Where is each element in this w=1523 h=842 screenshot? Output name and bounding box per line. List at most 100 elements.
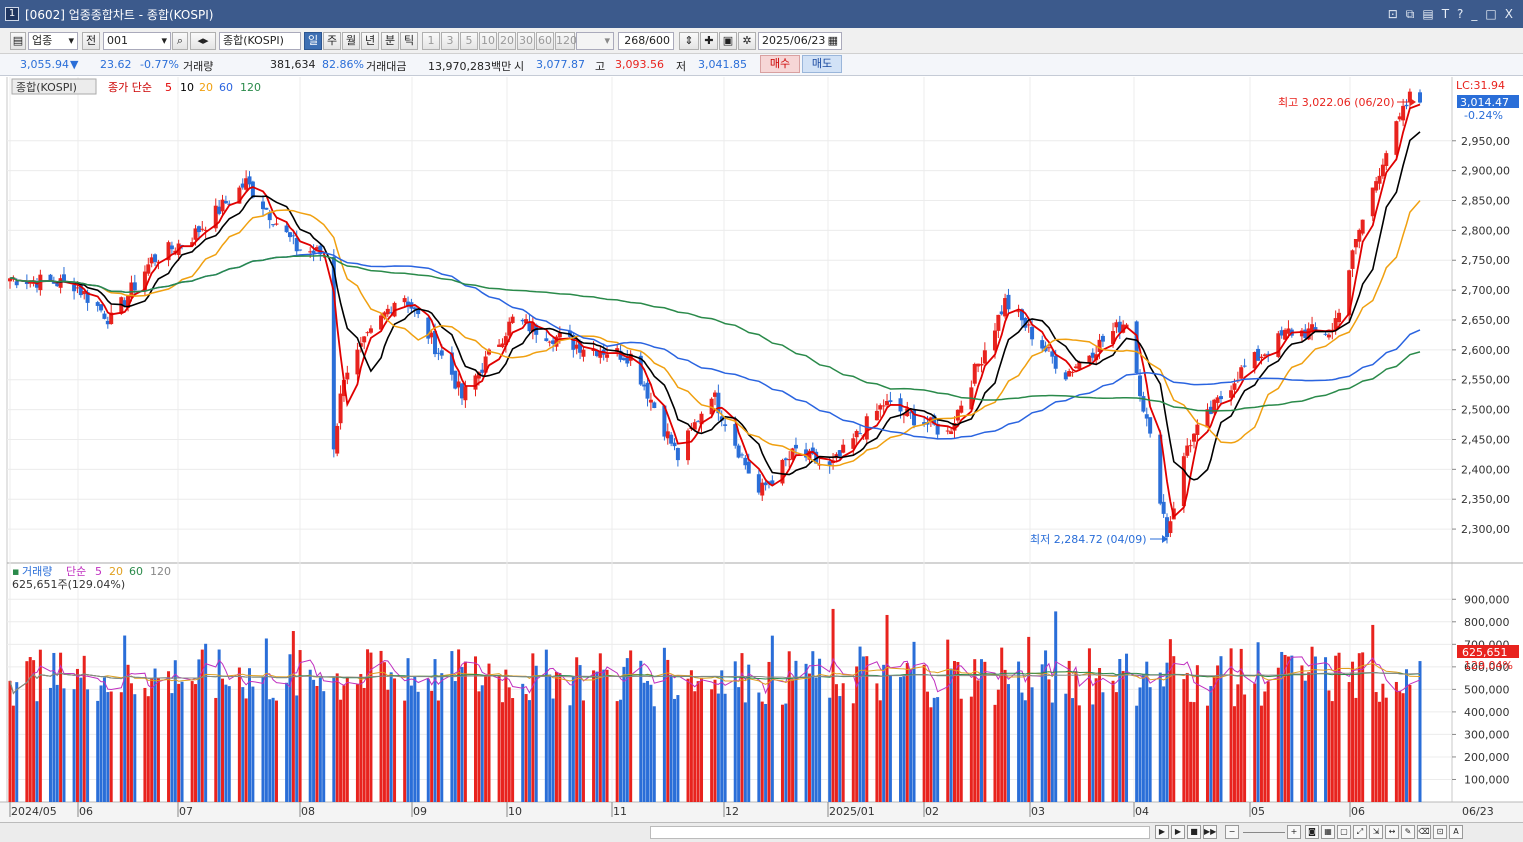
scroll-track[interactable] bbox=[650, 826, 1150, 839]
candle-body bbox=[790, 448, 795, 460]
grid-icon[interactable]: ▦ bbox=[1321, 825, 1335, 839]
maximize-icon[interactable]: □ bbox=[1485, 6, 1497, 21]
candle-body bbox=[75, 287, 80, 289]
all-button[interactable]: 전 bbox=[82, 32, 100, 50]
interval-120[interactable]: 120 bbox=[555, 32, 577, 50]
volume-bar bbox=[1418, 661, 1422, 802]
volume-bar bbox=[146, 696, 150, 802]
erase-icon[interactable]: ⌫ bbox=[1417, 825, 1431, 839]
low-value: 3,041.85 bbox=[698, 58, 747, 71]
open-value: 3,077.87 bbox=[536, 58, 585, 71]
date-input[interactable]: 2025/06/23 ▦ bbox=[758, 32, 842, 50]
link-icon[interactable]: ⊡ bbox=[1387, 6, 1398, 21]
volume-bar bbox=[831, 608, 835, 802]
save-icon[interactable]: ▣ bbox=[719, 32, 737, 50]
volume-bar bbox=[487, 663, 491, 802]
period-minute[interactable]: 분 bbox=[381, 32, 399, 50]
count-input[interactable]: 268/600 bbox=[618, 32, 674, 50]
interval-10[interactable]: 10 bbox=[479, 32, 497, 50]
font-icon[interactable]: T bbox=[1441, 6, 1450, 21]
candle-body bbox=[1040, 340, 1045, 349]
volume-bar bbox=[82, 655, 86, 802]
buy-button[interactable]: 매수 bbox=[760, 55, 800, 73]
interval-20[interactable]: 20 bbox=[498, 32, 516, 50]
zoom-slider[interactable] bbox=[1243, 832, 1285, 833]
crosshair-icon[interactable]: ✚ bbox=[700, 32, 718, 50]
interval-5[interactable]: 5 bbox=[460, 32, 478, 50]
period-tick[interactable]: 틱 bbox=[400, 32, 418, 50]
volume-bar bbox=[1044, 650, 1048, 802]
calendar-icon[interactable]: ▦ bbox=[827, 34, 838, 47]
interval-input[interactable]: ▾ bbox=[576, 32, 614, 50]
bottom-scroll-bar[interactable]: ▶ ▶ ■ ▶▶ − + ◙ ▦ ▢ ⤢ ⇲ ↔ ✎ ⌫ ⊡ A bbox=[0, 822, 1523, 842]
text-icon[interactable]: A bbox=[1449, 825, 1463, 839]
period-week[interactable]: 주 bbox=[323, 32, 341, 50]
expand-icon[interactable]: ⤢ bbox=[1353, 825, 1367, 839]
layout-icon[interactable]: ▤ bbox=[1422, 6, 1434, 21]
zoom-in-icon[interactable]: + bbox=[1287, 825, 1301, 839]
volume-bar bbox=[865, 656, 869, 802]
sell-button[interactable]: 매도 bbox=[802, 55, 842, 73]
gear-icon[interactable]: ✲ bbox=[738, 32, 756, 50]
candle-body bbox=[574, 344, 579, 349]
volume-bar bbox=[318, 677, 322, 802]
volume-legend-name: 거래량 bbox=[22, 565, 52, 578]
volume-legend-ma: 단순 bbox=[66, 565, 86, 578]
price-volume-chart[interactable]: 2,950,00 2,900,00 2,850,00 2,800,00 2,750,00… bbox=[0, 77, 1523, 822]
candle-body bbox=[544, 338, 549, 342]
scale-icon[interactable]: ⇲ bbox=[1369, 825, 1383, 839]
candle-body bbox=[1310, 324, 1315, 333]
volume-bar bbox=[787, 651, 791, 802]
search-icon[interactable]: ⌕ bbox=[172, 32, 188, 50]
play-icon[interactable]: ▶ bbox=[1171, 825, 1185, 839]
candle-body bbox=[1266, 353, 1271, 355]
zoom-icon[interactable]: ⇕ bbox=[679, 32, 699, 50]
volume-bar bbox=[595, 671, 599, 802]
candle-body bbox=[335, 425, 340, 454]
draw-icon[interactable]: ✎ bbox=[1401, 825, 1415, 839]
volume-bar bbox=[1020, 692, 1024, 802]
interval-3[interactable]: 3 bbox=[441, 32, 459, 50]
period-year[interactable]: 년 bbox=[361, 32, 379, 50]
volume-bar bbox=[1003, 669, 1007, 802]
candle-body bbox=[908, 412, 913, 414]
pan-icon[interactable]: ↔ bbox=[1385, 825, 1399, 839]
stop-icon[interactable]: ■ bbox=[1187, 825, 1201, 839]
volume-bar bbox=[355, 684, 359, 802]
period-day[interactable]: 일 bbox=[304, 32, 322, 50]
close-icon[interactable]: X bbox=[1504, 6, 1513, 21]
candle-body bbox=[955, 409, 960, 421]
candle-body bbox=[675, 447, 680, 461]
minimize-icon[interactable]: _ bbox=[1471, 6, 1478, 21]
candle-body bbox=[436, 352, 441, 354]
candle-body bbox=[453, 370, 458, 389]
volume-bar bbox=[1266, 681, 1270, 802]
candle-body bbox=[166, 242, 171, 261]
candle-body bbox=[85, 292, 90, 303]
camera-icon[interactable]: ◙ bbox=[1305, 825, 1319, 839]
candle-body bbox=[1407, 91, 1412, 103]
volume-bar bbox=[534, 665, 538, 802]
price-tick-label: 2,650,00 bbox=[1461, 314, 1510, 327]
x-tick-label: 02 bbox=[925, 805, 939, 818]
history-icon[interactable]: ◂▸ bbox=[190, 32, 216, 50]
window-icon[interactable]: ▢ bbox=[1337, 825, 1351, 839]
interval-60[interactable]: 60 bbox=[536, 32, 554, 50]
code-input[interactable]: 001 ▾ bbox=[103, 32, 171, 50]
title-bar: 1 [0602] 업종종합차트 - 종합(KOSPI) ⊡ ⧉ ▤ T ? _ … bbox=[0, 0, 1523, 28]
price-series-tag[interactable] bbox=[11, 78, 97, 95]
copy-icon[interactable]: ⧉ bbox=[1405, 6, 1415, 21]
interval-30[interactable]: 30 bbox=[517, 32, 535, 50]
vma-legend-120: 120 bbox=[150, 565, 171, 578]
fast-forward-icon[interactable]: ▶▶ bbox=[1203, 825, 1217, 839]
layout-icon[interactable]: ▤ bbox=[10, 32, 26, 50]
interval-1[interactable]: 1 bbox=[422, 32, 440, 50]
help-icon[interactable]: ? bbox=[1457, 6, 1464, 21]
fit-icon[interactable]: ⊡ bbox=[1433, 825, 1447, 839]
type-select[interactable]: 업종 ▾ bbox=[28, 32, 78, 50]
volume-bar bbox=[902, 676, 906, 802]
volume-bar bbox=[450, 651, 454, 802]
zoom-out-icon[interactable]: − bbox=[1225, 825, 1239, 839]
period-month[interactable]: 월 bbox=[342, 32, 360, 50]
scroll-right-icon[interactable]: ▶ bbox=[1155, 825, 1169, 839]
